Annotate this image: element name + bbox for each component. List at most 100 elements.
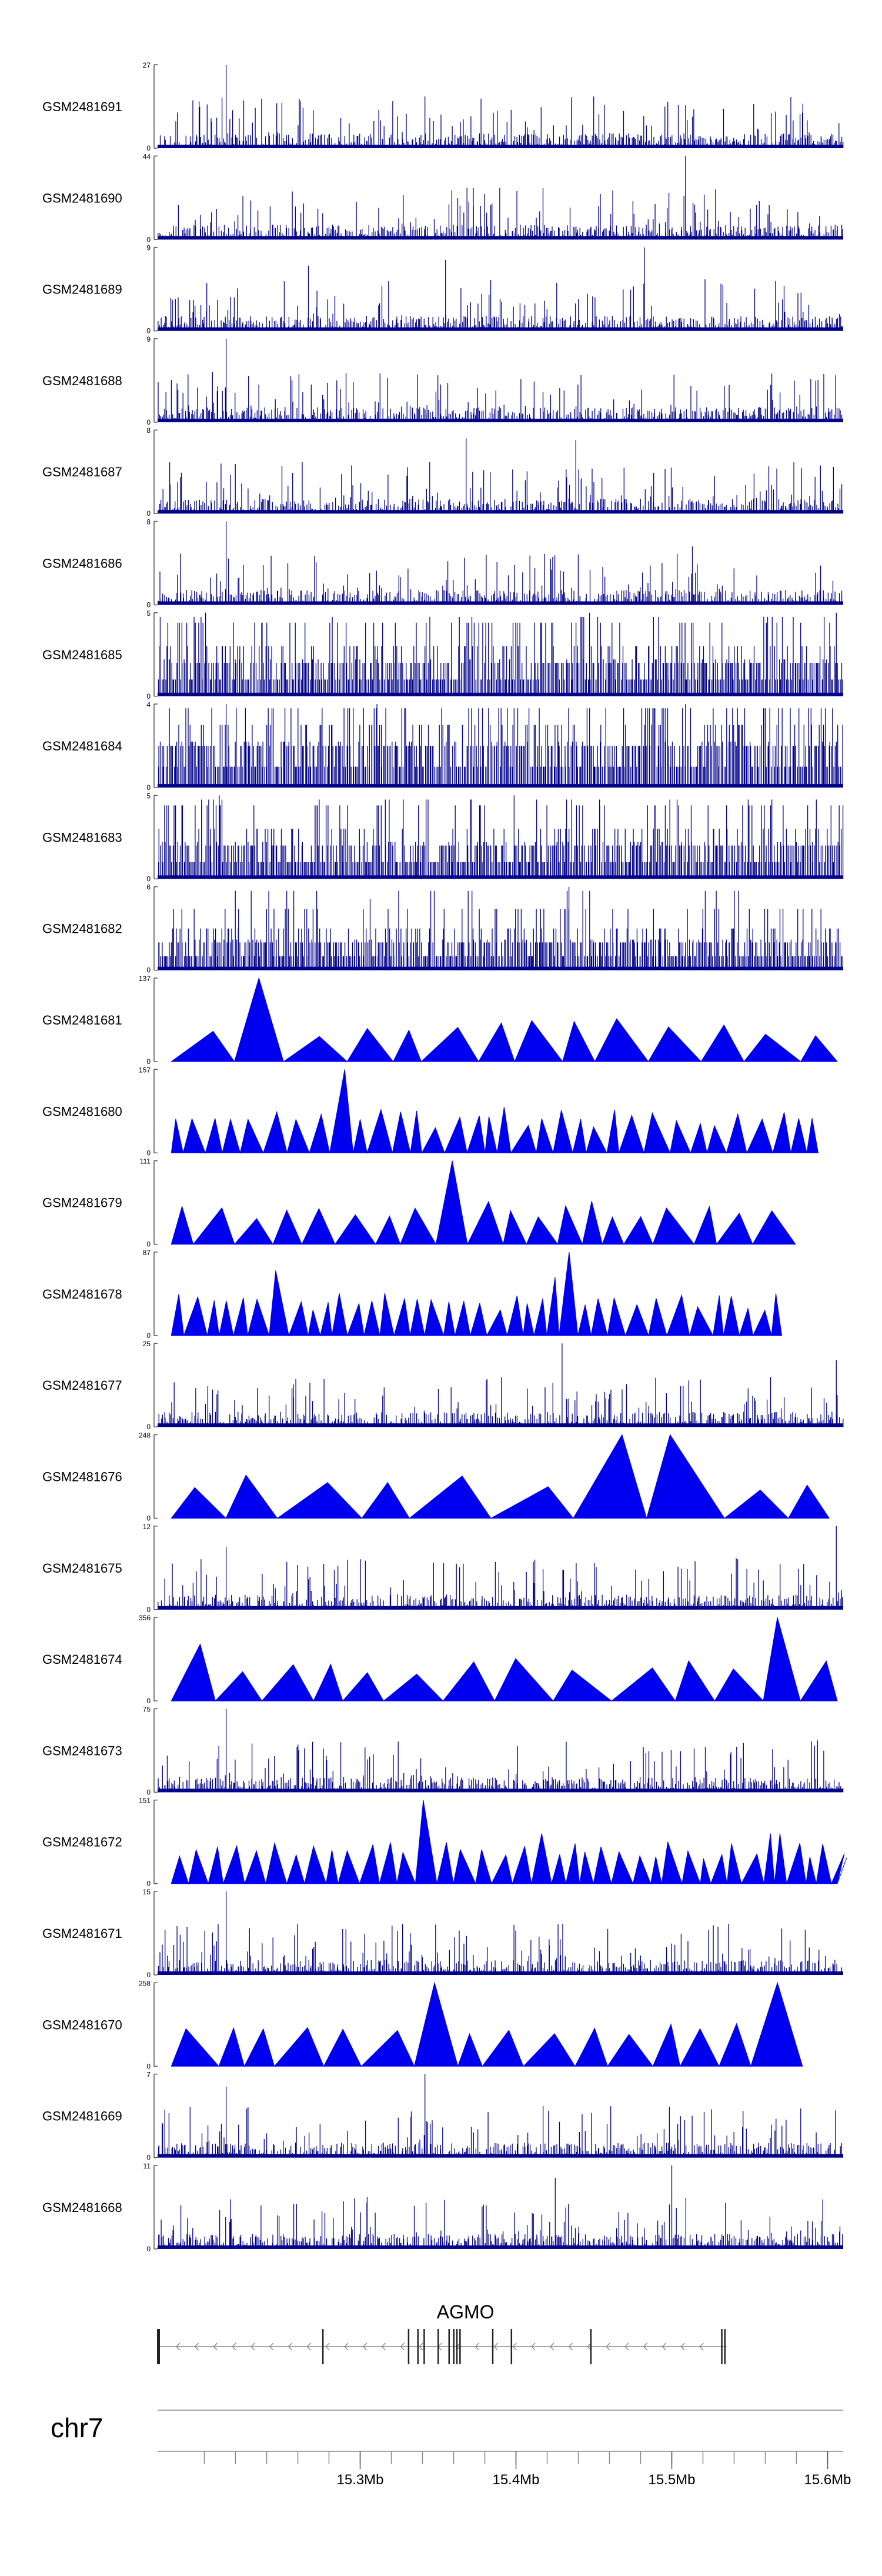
coverage-bars — [158, 886, 843, 970]
track-label: GSM2481679 — [42, 1196, 122, 1210]
track-min-label: 0 — [146, 144, 151, 152]
track-label: GSM2481668 — [42, 2200, 122, 2215]
coverage-area — [170, 977, 838, 1063]
track-min-label: 0 — [146, 235, 151, 243]
coverage-area — [171, 1617, 838, 1702]
strand-arrow — [606, 2343, 610, 2351]
coverage-bars — [158, 704, 843, 788]
track-min-label: 0 — [146, 1606, 151, 1614]
exon — [721, 2329, 723, 2364]
track-label: GSM2481673 — [42, 1743, 122, 1758]
chromosome-label: chr7 — [51, 2413, 103, 2443]
axis-tick-label: 15.3Mb — [336, 2472, 383, 2488]
track-GSM2481688: GSM2481688 9 0 — [42, 335, 843, 426]
coverage-baseline — [158, 145, 843, 148]
track-min-label: 0 — [146, 875, 151, 883]
exon — [510, 2329, 513, 2364]
strand-arrow — [475, 2343, 480, 2351]
strand-arrow — [680, 2343, 685, 2351]
track-GSM2481672: GSM2481672 151 0 — [42, 1797, 847, 1888]
track-label: GSM2481675 — [42, 1561, 122, 1576]
coverage-area — [171, 1434, 830, 1520]
exon — [459, 2329, 461, 2364]
strand-arrow — [624, 2343, 629, 2351]
track-label: GSM2481678 — [42, 1287, 122, 1302]
coverage-area — [171, 1069, 819, 1154]
track-label: GSM2481670 — [42, 2017, 122, 2032]
coverage-bars — [157, 65, 844, 148]
track-max-label: 27 — [143, 61, 151, 69]
track-min-label: 0 — [146, 1788, 151, 1796]
track-label: GSM2481669 — [42, 2109, 122, 2124]
track-GSM2481671: GSM2481671 15 0 — [42, 1888, 843, 1979]
track-min-label: 0 — [146, 2154, 151, 2162]
track-label: GSM2481682 — [42, 922, 122, 936]
track-GSM2481687: GSM2481687 8 0 — [42, 426, 844, 518]
track-GSM2481669: GSM2481669 7 0 — [42, 2071, 843, 2162]
genome-axis: chr7 15.3Mb 15.4Mb 15.5Mb 15.6Mb — [51, 2410, 851, 2488]
track-GSM2481684: GSM2481684 4 0 — [42, 700, 843, 792]
track-max-label: 75 — [143, 1705, 151, 1713]
coverage-baseline — [158, 601, 843, 605]
coverage-baseline — [158, 236, 843, 240]
axis-tick-label: 15.5Mb — [648, 2472, 695, 2488]
strand-arrow — [699, 2343, 704, 2351]
coverage-bars — [158, 1891, 843, 1975]
track-max-label: 7 — [146, 2071, 151, 2079]
track-label: GSM2481687 — [42, 465, 122, 479]
track-min-label: 0 — [146, 783, 151, 792]
track-max-label: 11 — [143, 2162, 151, 2170]
strand-arrow — [344, 2343, 349, 2351]
coverage-baseline — [158, 875, 843, 879]
coverage-bars — [158, 795, 844, 879]
track-label: GSM2481680 — [42, 1104, 122, 1119]
track-min-label: 0 — [146, 1423, 151, 1431]
track-min-label: 0 — [146, 1971, 151, 1979]
track-GSM2481678: GSM2481678 87 0 — [42, 1249, 783, 1340]
track-min-label: 0 — [146, 1514, 151, 1523]
coverage-bars — [158, 2165, 843, 2249]
track-min-label: 0 — [146, 509, 151, 518]
track-label: GSM2481691 — [42, 99, 122, 114]
strand-arrow — [531, 2343, 536, 2351]
strand-arrow — [306, 2343, 311, 2351]
coverage-baseline — [158, 327, 843, 331]
track-min-label: 0 — [146, 692, 151, 700]
track-GSM2481670: GSM2481670 258 0 — [42, 1979, 803, 2070]
exon — [437, 2329, 439, 2364]
exon — [448, 2329, 450, 2364]
track-min-label: 0 — [146, 1149, 151, 1157]
track-max-label: 15 — [143, 1888, 151, 1896]
coverage-bars — [158, 338, 843, 422]
track-max-label: 248 — [139, 1432, 151, 1440]
track-max-label: 5 — [146, 609, 151, 618]
strand-arrow — [213, 2343, 218, 2351]
coverage-baseline — [158, 1423, 843, 1427]
track-max-label: 5 — [146, 792, 151, 800]
track-min-label: 0 — [146, 966, 151, 975]
track-label: GSM2481686 — [42, 556, 122, 571]
track-label: GSM2481677 — [42, 1378, 122, 1393]
track-GSM2481673: GSM2481673 75 0 — [42, 1705, 844, 1796]
track-label: GSM2481685 — [42, 648, 122, 662]
track-max-label: 137 — [139, 975, 151, 983]
coverage-bars — [158, 156, 843, 240]
track-max-label: 12 — [143, 1523, 151, 1531]
coverage-area — [171, 1981, 803, 2067]
strand-arrow — [362, 2343, 368, 2351]
coverage-baseline — [158, 2154, 843, 2158]
strand-arrow — [400, 2343, 405, 2351]
strand-arrow — [269, 2343, 274, 2351]
axis-tick-label: 15.4Mb — [492, 2472, 539, 2488]
track-label: GSM2481683 — [42, 830, 122, 845]
coverage-baseline — [158, 418, 843, 422]
coverage-bars — [158, 247, 843, 331]
coverage-bars — [157, 1343, 844, 1427]
track-max-label: 87 — [143, 1249, 151, 1257]
strand-arrow — [194, 2343, 199, 2351]
gene-track: AGMO — [157, 2301, 727, 2364]
coverage-baseline — [158, 784, 843, 788]
strand-arrow — [512, 2343, 517, 2351]
exon — [407, 2329, 410, 2364]
track-label: GSM2481681 — [42, 1013, 122, 1027]
